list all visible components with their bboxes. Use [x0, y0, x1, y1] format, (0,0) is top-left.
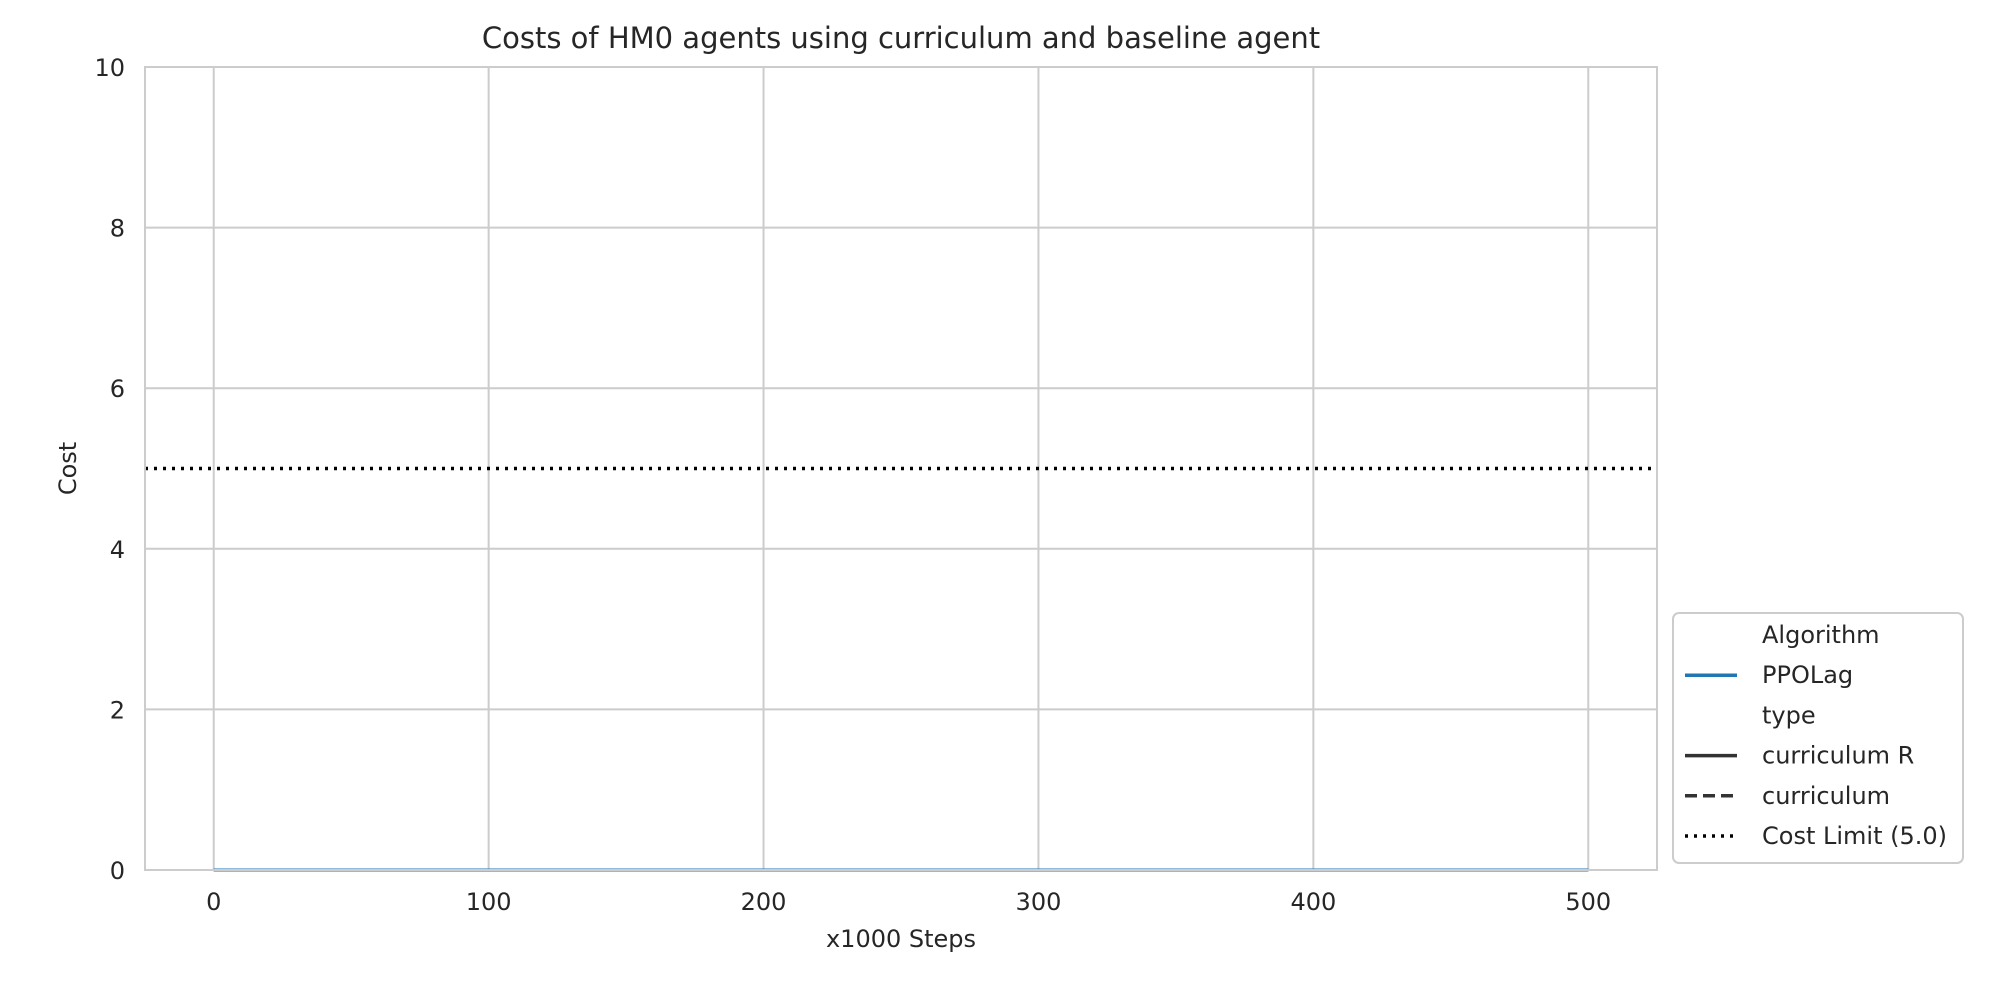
- x-axis-label: x1000 Steps: [826, 925, 976, 953]
- x-tick-label: 100: [466, 888, 512, 916]
- chart-title: Costs of HM0 agents using curriculum and…: [482, 21, 1320, 55]
- tick-labels: 0 100 200 300 400 500 0 2 4 6 8 10: [94, 54, 1611, 916]
- y-axis-label: Cost: [54, 442, 82, 495]
- y-tick-label: 8: [110, 215, 125, 243]
- legend-box: [1672, 612, 1964, 864]
- legend-label: curriculum R: [1762, 742, 1914, 770]
- legend: Algorithm PPOLag type curriculum R curriculu…: [1672, 612, 1964, 864]
- x-tick-label: 200: [741, 888, 787, 916]
- y-tick-label: 10: [94, 54, 125, 82]
- y-tick-label: 2: [110, 696, 125, 724]
- x-tick-label: 0: [206, 888, 221, 916]
- x-tick-label: 500: [1565, 888, 1611, 916]
- plot-frame: [144, 66, 1658, 871]
- legend-header: Algorithm: [1762, 621, 1880, 649]
- legend-header: type: [1762, 701, 1816, 729]
- y-tick-label: 0: [110, 857, 125, 885]
- x-tick-label: 400: [1290, 888, 1336, 916]
- legend-label: PPOLag: [1762, 661, 1853, 689]
- x-tick-label: 300: [1016, 888, 1062, 916]
- y-tick-label: 6: [110, 375, 125, 403]
- legend-label: curriculum: [1762, 782, 1890, 810]
- y-tick-label: 4: [110, 536, 125, 564]
- legend-label: Cost Limit (5.0): [1762, 822, 1947, 850]
